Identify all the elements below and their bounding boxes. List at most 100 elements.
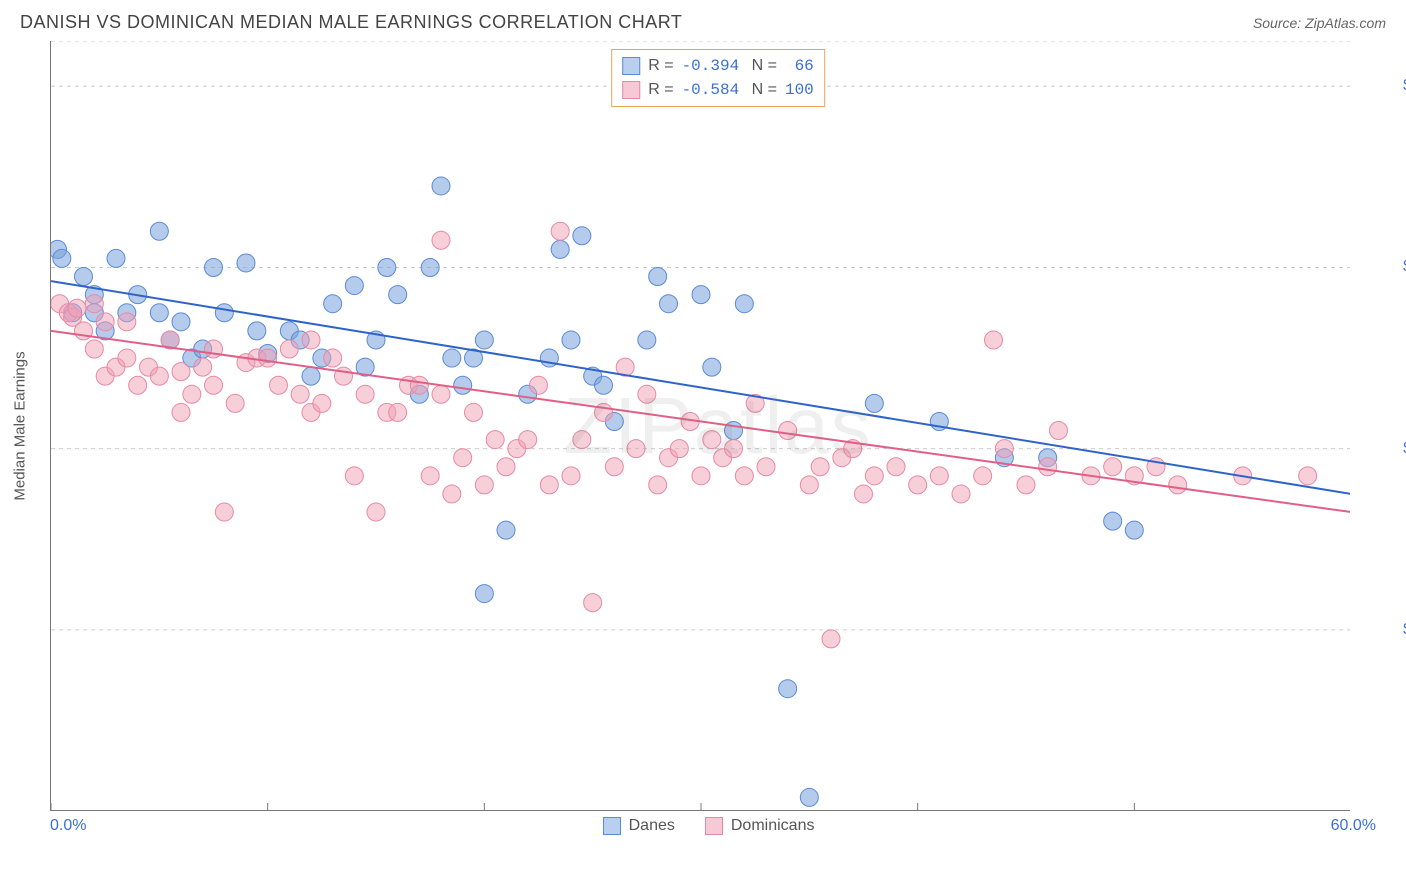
- data-point: [1169, 476, 1187, 494]
- data-point: [974, 467, 992, 485]
- data-point: [443, 349, 461, 367]
- data-point: [1125, 521, 1143, 539]
- series-legend: Danes Dominicans: [603, 817, 815, 835]
- data-point: [280, 340, 298, 358]
- data-point: [129, 376, 147, 394]
- chart-footer: 0.0% Danes Dominicans 60.0%: [0, 811, 1406, 835]
- data-point: [205, 376, 223, 394]
- data-point: [800, 476, 818, 494]
- correlation-legend: R = -0.394 N = 66 R = -0.584 N = 100: [611, 49, 825, 107]
- data-point: [703, 358, 721, 376]
- data-point: [1050, 422, 1068, 440]
- regression-line: [51, 281, 1350, 494]
- data-point: [85, 340, 103, 358]
- data-point: [1104, 512, 1122, 530]
- data-point: [215, 503, 233, 521]
- data-point: [378, 258, 396, 276]
- data-point: [779, 422, 797, 440]
- data-point: [454, 449, 472, 467]
- data-point: [584, 594, 602, 612]
- data-point: [291, 385, 309, 403]
- data-point: [1039, 458, 1057, 476]
- data-point: [150, 304, 168, 322]
- data-point: [1299, 467, 1317, 485]
- data-point: [183, 385, 201, 403]
- data-point: [1104, 458, 1122, 476]
- data-point: [757, 458, 775, 476]
- data-point: [270, 376, 288, 394]
- data-point: [638, 331, 656, 349]
- data-point: [855, 485, 873, 503]
- data-point: [475, 331, 493, 349]
- data-point: [735, 295, 753, 313]
- n-value-danes: 66: [785, 54, 814, 78]
- data-point: [605, 458, 623, 476]
- data-point: [205, 258, 223, 276]
- data-point: [96, 313, 114, 331]
- data-point: [475, 585, 493, 603]
- data-point: [432, 177, 450, 195]
- corr-row-danes: R = -0.394 N = 66: [622, 54, 814, 78]
- legend-label-danes: Danes: [629, 817, 675, 835]
- data-point: [118, 349, 136, 367]
- data-point: [237, 254, 255, 272]
- x-axis-start: 0.0%: [50, 817, 86, 835]
- data-point: [410, 376, 428, 394]
- data-point: [952, 485, 970, 503]
- data-point: [811, 458, 829, 476]
- data-point: [649, 268, 667, 286]
- data-point: [735, 467, 753, 485]
- data-point: [519, 431, 537, 449]
- legend-item-dominicans: Dominicans: [705, 817, 815, 835]
- data-point: [389, 403, 407, 421]
- data-point: [324, 295, 342, 313]
- data-point: [324, 349, 342, 367]
- data-point: [725, 440, 743, 458]
- data-point: [779, 680, 797, 698]
- data-point: [345, 467, 363, 485]
- data-point: [421, 467, 439, 485]
- data-point: [302, 331, 320, 349]
- data-point: [68, 299, 86, 317]
- data-point: [573, 227, 591, 245]
- data-point: [865, 394, 883, 412]
- data-point: [302, 367, 320, 385]
- data-point: [53, 249, 71, 267]
- data-point: [432, 231, 450, 249]
- data-point: [595, 376, 613, 394]
- legend-swatch-dominicans: [705, 817, 723, 835]
- corr-row-dominicans: R = -0.584 N = 100: [622, 78, 814, 102]
- data-point: [985, 331, 1003, 349]
- data-point: [443, 485, 461, 503]
- data-point: [432, 385, 450, 403]
- legend-item-danes: Danes: [603, 817, 675, 835]
- data-point: [215, 304, 233, 322]
- data-point: [475, 476, 493, 494]
- data-point: [540, 476, 558, 494]
- legend-label-dominicans: Dominicans: [731, 817, 815, 835]
- swatch-danes: [622, 57, 640, 75]
- data-point: [454, 376, 472, 394]
- data-point: [703, 431, 721, 449]
- data-point: [172, 313, 190, 331]
- chart-header: DANISH VS DOMINICAN MEDIAN MALE EARNINGS…: [0, 0, 1406, 41]
- data-point: [909, 476, 927, 494]
- data-point: [1017, 476, 1035, 494]
- r-value-dominicans: -0.584: [682, 78, 740, 102]
- data-point: [118, 313, 136, 331]
- data-point: [367, 503, 385, 521]
- data-point: [865, 467, 883, 485]
- r-value-danes: -0.394: [682, 54, 740, 78]
- data-point: [822, 630, 840, 648]
- scatter-plot: [50, 41, 1350, 811]
- data-point: [248, 322, 266, 340]
- data-point: [887, 458, 905, 476]
- data-point: [573, 431, 591, 449]
- data-point: [389, 286, 407, 304]
- legend-swatch-danes: [603, 817, 621, 835]
- data-point: [692, 286, 710, 304]
- x-axis-end: 60.0%: [1331, 817, 1376, 835]
- y-axis-label: Median Male Earnings: [12, 351, 29, 500]
- source-attribution: Source: ZipAtlas.com: [1253, 15, 1386, 31]
- data-point: [930, 467, 948, 485]
